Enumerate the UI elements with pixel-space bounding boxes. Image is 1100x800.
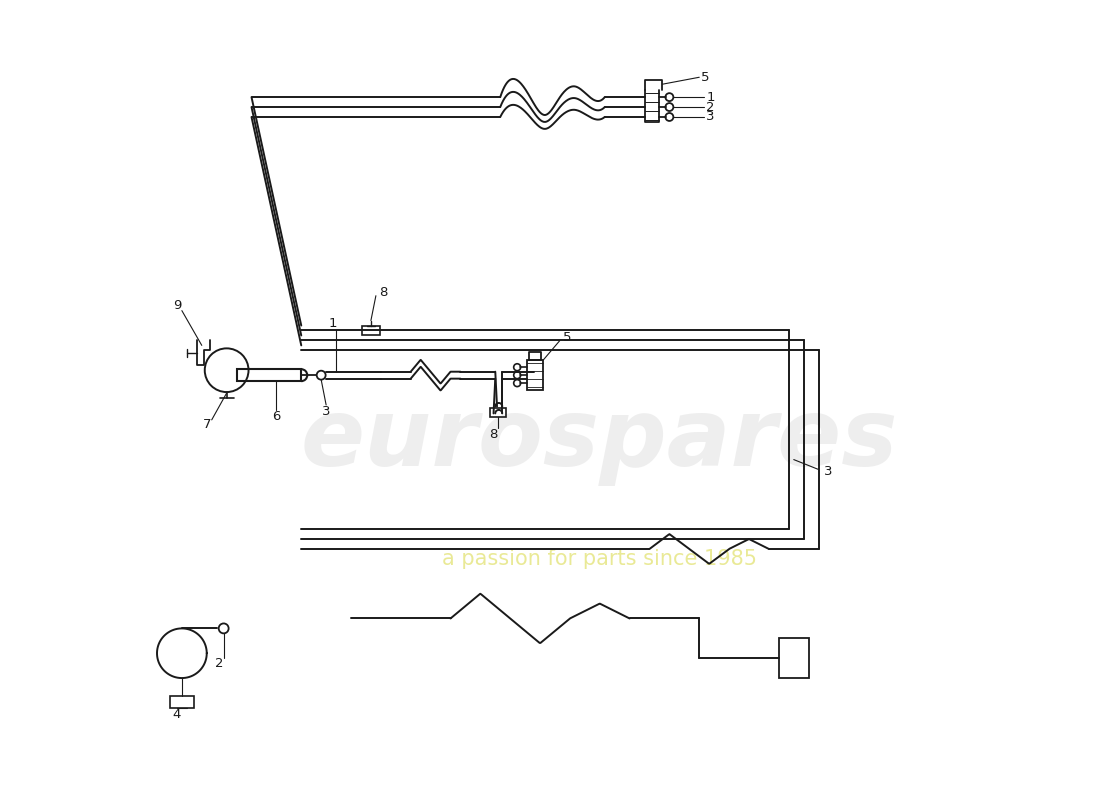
Text: 8: 8 <box>490 428 497 442</box>
Text: 2: 2 <box>216 657 224 670</box>
Text: 3: 3 <box>706 110 715 123</box>
Text: 7: 7 <box>202 418 211 431</box>
Text: 1: 1 <box>706 90 715 104</box>
Text: 5: 5 <box>701 70 710 84</box>
Text: 9: 9 <box>173 299 182 312</box>
Bar <box>236 370 301 381</box>
Text: 8: 8 <box>378 286 387 299</box>
Text: a passion for parts since 1985: a passion for parts since 1985 <box>442 549 757 569</box>
Text: 1: 1 <box>329 317 338 330</box>
Text: 5: 5 <box>563 331 571 344</box>
Bar <box>362 326 380 335</box>
Text: 4: 4 <box>173 708 182 722</box>
Text: 3: 3 <box>824 465 832 478</box>
Text: 3: 3 <box>322 406 330 418</box>
Bar <box>169 696 194 708</box>
Bar <box>779 638 808 678</box>
Bar <box>491 408 506 417</box>
Text: eurospares: eurospares <box>301 394 899 486</box>
Text: 6: 6 <box>272 410 280 423</box>
Text: 2: 2 <box>706 101 715 114</box>
Bar <box>527 360 543 390</box>
